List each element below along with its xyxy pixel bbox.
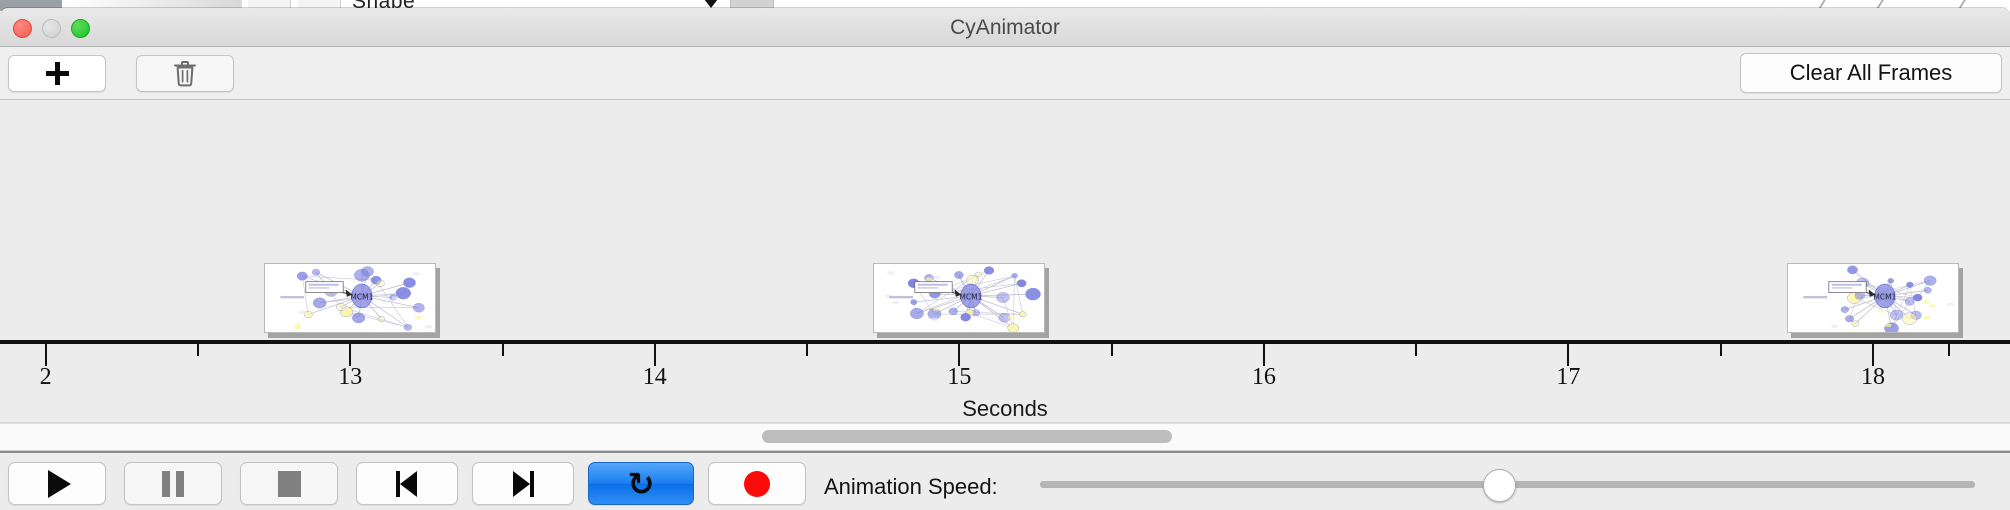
axis-tick-major <box>349 344 352 366</box>
svg-text:MCM1: MCM1 <box>351 293 374 302</box>
stop-button[interactable] <box>240 462 338 505</box>
frame-network-preview[interactable]: MCM1 <box>873 263 1046 333</box>
record-button[interactable] <box>708 462 806 505</box>
frame-network-preview[interactable]: MCM1 <box>1786 263 1959 333</box>
axis-tick-major <box>1567 344 1570 366</box>
axis-tick-minor <box>196 344 199 356</box>
animation-speed-label: Animation Speed: <box>824 474 998 499</box>
axis-tick-major <box>1871 344 1874 366</box>
axis-tick-major <box>44 344 47 366</box>
frame-thumbnail-2[interactable]: MCM1 <box>873 263 1050 338</box>
loop-icon: ↻ <box>627 465 655 502</box>
skip-previous-icon <box>394 470 420 497</box>
pause-icon <box>162 470 184 497</box>
timeline-scrollbar[interactable] <box>0 423 2010 451</box>
frame-network-preview[interactable]: MCM1 <box>264 263 437 333</box>
delete-frame-button[interactable] <box>136 55 234 92</box>
frame-thumbnail-3[interactable]: MCM1 <box>1786 263 1963 338</box>
axis-tick-label: 14 <box>642 364 667 390</box>
axis-tick-label: 17 <box>1556 364 1581 390</box>
axis-tick-label: 18 <box>1860 364 1885 390</box>
axis-tick-major <box>1262 344 1265 366</box>
axis-tick-minor <box>1948 344 1951 356</box>
axis-tick-minor <box>501 344 504 356</box>
axis-tick-minor <box>1719 344 1722 356</box>
stop-icon <box>277 470 301 497</box>
pause-button[interactable] <box>124 462 222 505</box>
add-frame-button[interactable] <box>8 55 106 92</box>
window-controls <box>13 19 90 38</box>
axis-title: Seconds <box>962 396 1048 421</box>
axis-tick-label: 16 <box>1251 364 1276 390</box>
scrollbar-thumb[interactable] <box>761 430 1172 443</box>
background-strip-cell <box>248 0 291 11</box>
minimize-button[interactable] <box>42 19 61 38</box>
background-strip-dark <box>0 0 62 11</box>
axis-tick-label: 2 <box>39 364 52 390</box>
axis-tick-minor <box>1415 344 1418 356</box>
axis-tick-major <box>958 344 961 366</box>
timeline-axis <box>0 340 2010 344</box>
frame-thumbnail-1[interactable]: MCM1 <box>264 263 441 338</box>
background-strip-selected-cell <box>730 0 774 11</box>
background-strip-gradient <box>62 0 242 11</box>
svg-text:MCM1: MCM1 <box>1873 293 1896 302</box>
axis-tick-minor <box>1110 344 1113 356</box>
skip-next-icon <box>510 470 536 497</box>
clear-all-frames-button[interactable]: Clear All Frames <box>1740 53 2002 93</box>
timeline-panel[interactable]: MCM1 MCM1 MCM1 2 13 14 15 16 17 18 Seconds <box>0 100 2010 423</box>
next-frame-button[interactable] <box>472 462 574 505</box>
close-button[interactable] <box>13 19 32 38</box>
title-bar[interactable]: CyAnimator <box>0 8 2010 47</box>
svg-text:MCM1: MCM1 <box>960 293 983 302</box>
background-sort-arrow-icon <box>704 0 718 8</box>
trash-icon <box>174 61 196 87</box>
loop-button[interactable]: ↻ <box>588 462 694 505</box>
background-strip-cell <box>298 0 341 11</box>
animation-speed-slider-thumb[interactable] <box>1483 469 1517 502</box>
record-icon <box>744 470 770 497</box>
axis-tick-label: 13 <box>338 364 363 390</box>
previous-frame-button[interactable] <box>356 462 458 505</box>
plus-icon <box>45 62 69 85</box>
axis-tick-label: 15 <box>947 364 972 390</box>
axis-tick-minor <box>806 344 809 356</box>
play-button[interactable] <box>8 462 106 505</box>
axis-tick-major <box>653 344 656 366</box>
zoom-button[interactable] <box>71 19 90 38</box>
window-title: CyAnimator <box>950 16 1060 39</box>
frames-container: MCM1 MCM1 MCM1 <box>0 100 2010 340</box>
play-icon <box>47 469 71 498</box>
cyanimator-window: CyAnimator Clear All Frames MCM1 <box>0 8 2010 510</box>
toolbar: Clear All Frames <box>0 47 2010 100</box>
playback-control-bar: Animation Speed: ↻ <box>0 451 2010 510</box>
